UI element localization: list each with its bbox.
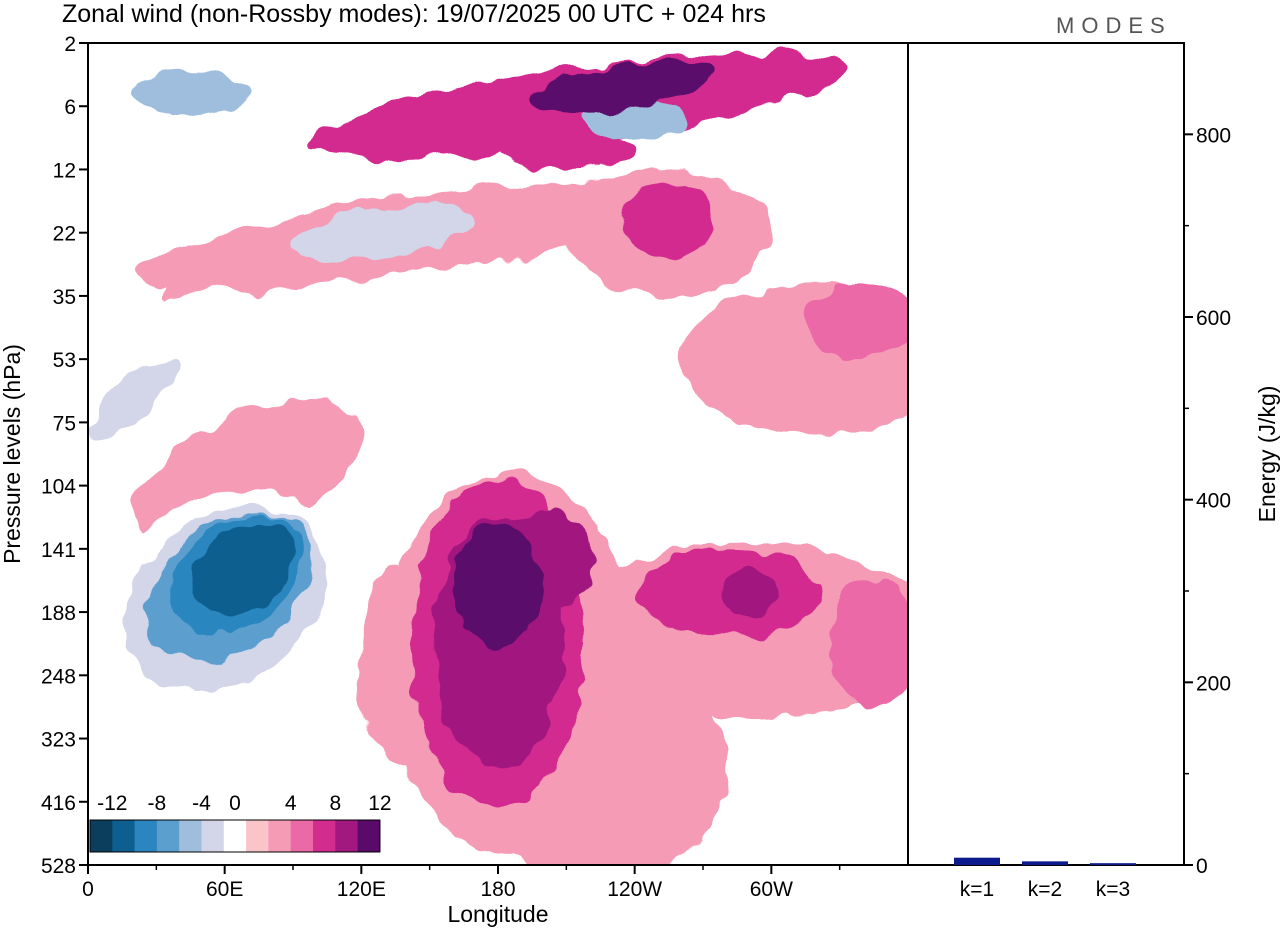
y-tick-label: 323: [41, 729, 76, 752]
y-tick-label: 35: [53, 286, 76, 309]
y-tick-label: 2: [64, 33, 76, 56]
colorbar-swatch: [179, 820, 202, 852]
y-tick-label: 141: [41, 539, 76, 562]
energy-bar-label: k=2: [1028, 878, 1062, 901]
colorbar-swatch: [268, 820, 292, 852]
colorbar-swatch: [134, 820, 158, 852]
contour-patch: [828, 580, 908, 707]
energy-tick-label: 0: [1196, 855, 1208, 878]
colorbar-swatch: [246, 820, 269, 852]
contour-patch: [828, 43, 908, 85]
energy-axis-label: Energy (J/kg): [1254, 386, 1280, 523]
contour-patch: [533, 61, 714, 113]
energy-bar-k=3: [1090, 863, 1136, 865]
x-tick-label: 180: [480, 878, 515, 901]
colorbar: -12 -8 -4 0 4 8 12: [89, 792, 392, 853]
colorbar-swatch: [90, 820, 113, 852]
colorbar-frame: [89, 819, 381, 853]
energy-tick-label: 200: [1196, 672, 1231, 695]
contour-patch: [497, 131, 635, 170]
contour-patch: [191, 522, 295, 613]
x-tick-label: 60W: [750, 878, 793, 901]
energy-tick-label: 600: [1196, 307, 1231, 330]
colorbar-label: 4: [285, 792, 297, 815]
colorbar-swatch: [335, 820, 359, 852]
colorbar-swatch: [112, 820, 136, 852]
y-tick-label: 75: [53, 412, 76, 435]
colorbar-swatch: [156, 820, 180, 852]
colorbar-swatch: [290, 820, 314, 852]
colorbar-label: -8: [148, 792, 167, 815]
contour-patch: [294, 203, 474, 263]
colorbar-label: 12: [368, 792, 391, 815]
energy-bar-label: k=3: [1096, 878, 1130, 901]
y-tick-label: 12: [53, 159, 76, 182]
energy-tick-label: 400: [1196, 490, 1231, 513]
contour-patch: [805, 283, 908, 360]
y-axis-label: Pressure levels (hPa): [0, 344, 25, 564]
y-tick-label: 22: [53, 223, 76, 246]
contour-patch: [452, 523, 544, 651]
y-tick-label: 6: [64, 96, 76, 119]
energy-bar-k=2: [1022, 861, 1068, 865]
colorbar-swatch: [223, 820, 247, 852]
colorbar-label: -4: [192, 792, 211, 815]
x-axis-label: Longitude: [447, 901, 548, 927]
colorbar-swatch: [357, 820, 381, 852]
colorbar-swatch: [201, 820, 225, 852]
chart-title: Zonal wind (non-Rossby modes): 19/07/202…: [62, 0, 766, 28]
x-tick-label: 120E: [337, 878, 386, 901]
x-tick-label: 120W: [607, 878, 662, 901]
colorbar-label: 0: [229, 792, 241, 815]
contour-patch: [623, 182, 715, 258]
energy-tick-label: 800: [1196, 124, 1231, 147]
contour-patch: [721, 567, 776, 619]
colorbar-label: 8: [329, 792, 341, 815]
energy-bar-label: k=1: [960, 878, 994, 901]
y-tick-label: 104: [41, 476, 76, 499]
x-tick-label: 0: [82, 878, 94, 901]
y-tick-label: 416: [41, 792, 76, 815]
energy-panel-frame: [907, 42, 1185, 866]
heatmap-field: [88, 43, 908, 865]
colorbar-label: -12: [97, 792, 127, 815]
y-tick-label: 188: [41, 602, 76, 625]
y-tick-label: 53: [53, 349, 76, 372]
contour-patch: [133, 71, 248, 116]
colorbar-swatch: [313, 820, 336, 852]
y-tick-label: 248: [41, 665, 76, 688]
x-tick-label: 60E: [206, 878, 243, 901]
contour-patch: [88, 357, 179, 437]
modes-logo: MODES: [1056, 13, 1172, 38]
energy-bar-k=1: [954, 857, 1000, 865]
y-tick-label: 528: [41, 855, 76, 878]
